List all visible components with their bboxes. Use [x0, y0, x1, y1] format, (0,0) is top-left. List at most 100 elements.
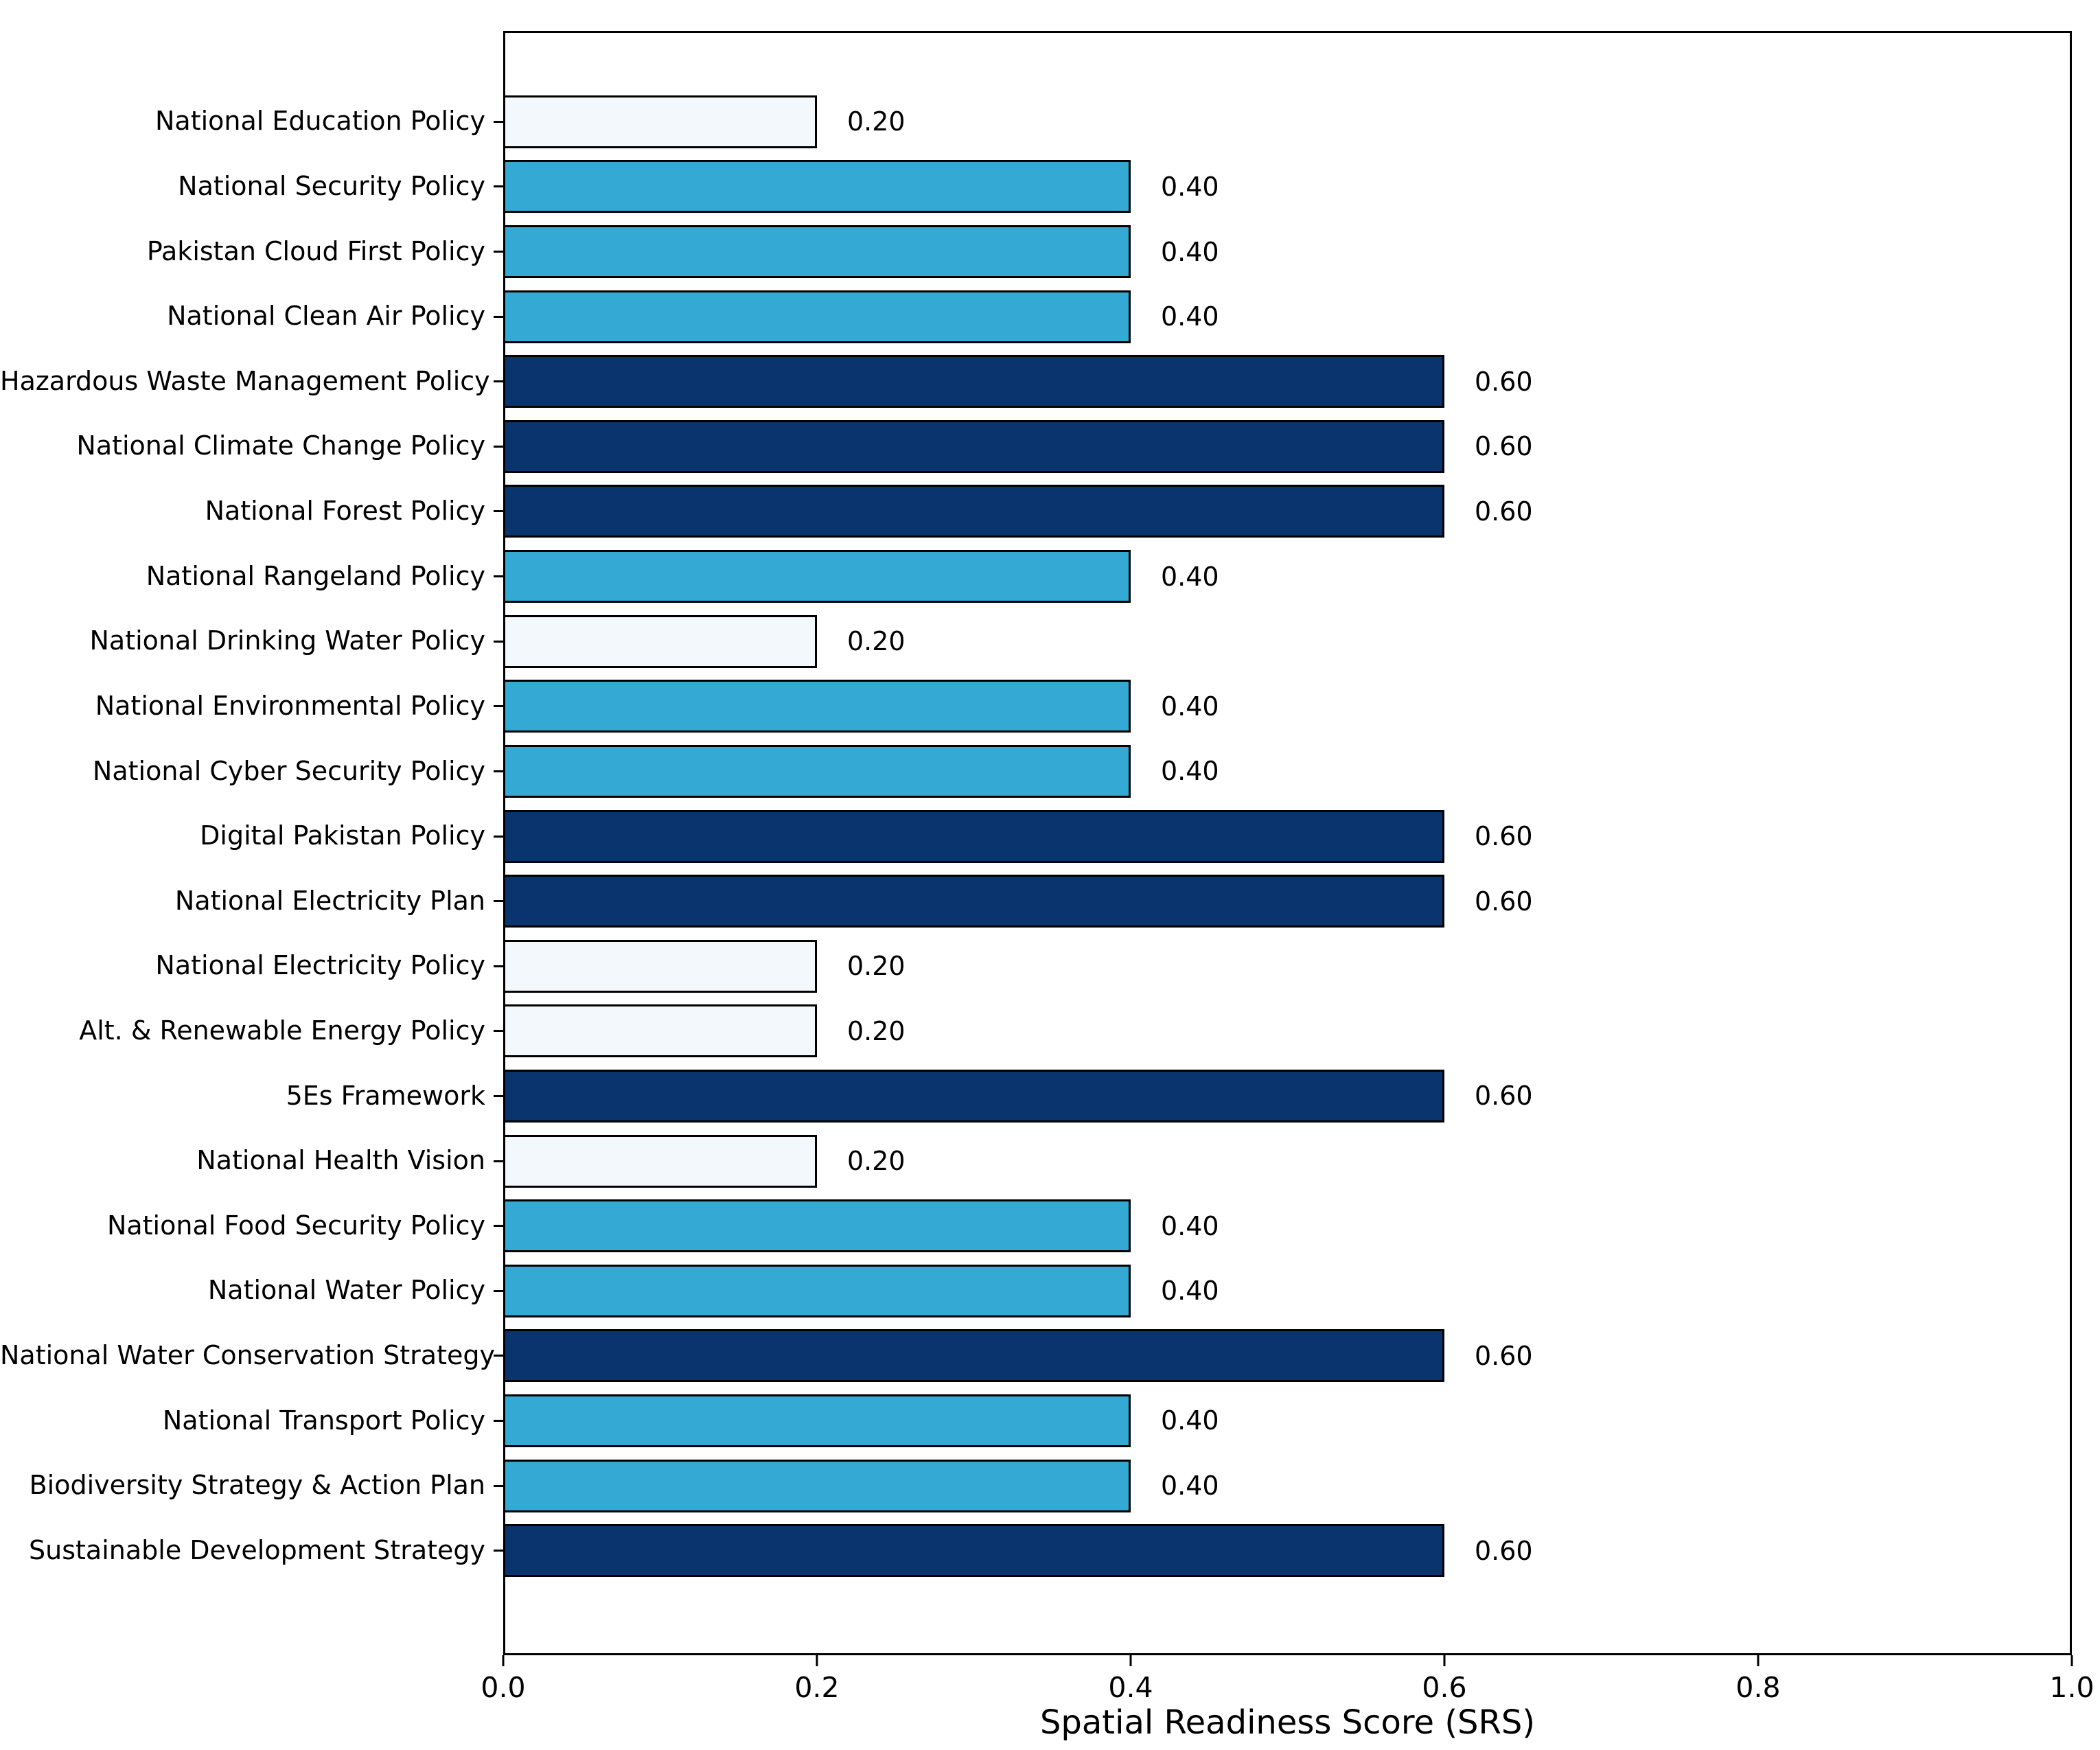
- bar-zone: 0.20: [503, 89, 2100, 154]
- bar-value-label: 0.40: [1161, 236, 1219, 267]
- y-axis-tick-mark: [494, 251, 503, 253]
- x-axis-tick-label: 0.8: [1735, 1671, 1781, 1704]
- bar-row: Sustainable Development Strategy 0.60: [0, 1518, 2100, 1583]
- x-axis-tick-label: 0.6: [1422, 1671, 1467, 1704]
- bar-value-label: 0.40: [1161, 756, 1219, 787]
- bar: [503, 290, 1131, 343]
- bar-zone: 0.60: [503, 1063, 2100, 1129]
- bar-row: National Health Vision 0.20: [0, 1129, 2100, 1194]
- bar-row: National Water Conservation Strategy 0.60: [0, 1324, 2100, 1389]
- bar-zone: 0.60: [503, 1518, 2100, 1583]
- bar: [503, 1199, 1131, 1253]
- y-axis-tick-mark: [494, 835, 503, 838]
- bar-value-label: 0.60: [1475, 431, 1533, 462]
- bar: [503, 680, 1131, 733]
- bar-value-label: 0.40: [1161, 1210, 1219, 1241]
- bar-value-label: 0.40: [1161, 1471, 1219, 1501]
- y-axis-tick-mark: [494, 1094, 503, 1097]
- x-axis-tick-mark: [1757, 1655, 1759, 1666]
- y-axis-tick-mark: [494, 120, 503, 123]
- y-axis-tick-mark: [494, 1355, 503, 1357]
- bar: [503, 355, 1444, 408]
- x-axis-tick-mark: [502, 1655, 505, 1666]
- y-axis-category-label: Alt. & Renewable Energy Policy: [79, 1015, 485, 1046]
- bars-container: National Education Policy 0.20 National Se…: [0, 31, 2100, 1655]
- bar-value-label: 0.40: [1161, 561, 1219, 592]
- bar-zone: 0.20: [503, 1129, 2100, 1194]
- bar-zone: 0.60: [503, 349, 2100, 414]
- x-axis-tick-label: 0.0: [481, 1671, 526, 1704]
- y-axis-category-label: National Clean Air Policy: [167, 301, 485, 332]
- bar-value-label: 0.20: [847, 1015, 905, 1046]
- y-axis-category-label: National Electricity Policy: [155, 950, 485, 981]
- bar-row: National Drinking Water Policy 0.20: [0, 609, 2100, 674]
- bar-value-label: 0.40: [1161, 1276, 1219, 1306]
- bar-value-label: 0.20: [847, 1146, 905, 1177]
- y-axis-tick-mark: [494, 380, 503, 383]
- bar: [503, 550, 1131, 603]
- y-axis-category-label: National Water Policy: [207, 1275, 485, 1306]
- y-axis-category-label: National Health Vision: [196, 1145, 485, 1176]
- bar: [503, 225, 1131, 279]
- bar-zone: 0.40: [503, 1193, 2100, 1258]
- y-axis-category-label: National Food Security Policy: [106, 1210, 485, 1241]
- bar-row: National Water Policy 0.40: [0, 1258, 2100, 1324]
- bar-value-label: 0.60: [1475, 1535, 1533, 1566]
- y-axis-category-label: National Electricity Plan: [174, 885, 485, 916]
- bar-value-label: 0.60: [1475, 1081, 1533, 1112]
- bar: [503, 1264, 1131, 1317]
- bar-zone: 0.40: [503, 1453, 2100, 1519]
- y-axis-category-label: National Water Conservation Strategy: [0, 1339, 495, 1370]
- y-axis-category-label: National Transport Policy: [162, 1405, 485, 1436]
- y-axis-category-label: National Environmental Policy: [95, 690, 485, 721]
- bar: [503, 1394, 1131, 1447]
- y-axis-category-label: Digital Pakistan Policy: [200, 820, 485, 851]
- y-axis-category-label: National Security Policy: [178, 171, 485, 202]
- bar-row: National Education Policy 0.20: [0, 89, 2100, 154]
- y-axis-category-label: Biodiversity Strategy & Action Plan: [29, 1470, 485, 1501]
- x-axis-tick-label: 1.0: [2049, 1671, 2095, 1704]
- bar-zone: 0.20: [503, 609, 2100, 674]
- bar: [503, 95, 817, 148]
- bar: [503, 1329, 1444, 1383]
- bar-zone: 0.40: [503, 154, 2100, 220]
- bar-row: Pakistan Cloud First Policy 0.40: [0, 219, 2100, 284]
- y-axis-tick-mark: [494, 510, 503, 513]
- bar-zone: 0.40: [503, 1388, 2100, 1453]
- bar-value-label: 0.20: [847, 106, 905, 137]
- bar-row: 5Es Framework 0.60: [0, 1063, 2100, 1129]
- bar-zone: 0.60: [503, 868, 2100, 934]
- bar: [503, 809, 1444, 863]
- y-axis-tick-mark: [494, 900, 503, 903]
- y-axis-category-label: Hazardous Waste Management Policy: [0, 365, 490, 396]
- y-axis-tick-mark: [494, 185, 503, 188]
- bar-value-label: 0.60: [1475, 821, 1533, 851]
- y-axis-tick-mark: [494, 315, 503, 318]
- bar-value-label: 0.60: [1475, 366, 1533, 397]
- y-axis-tick-mark: [494, 1289, 503, 1292]
- bar-value-label: 0.40: [1161, 301, 1219, 332]
- x-axis-tick-mark: [1129, 1655, 1132, 1666]
- bar-row: Hazardous Waste Management Policy 0.60: [0, 349, 2100, 414]
- bar-row: National Forest Policy 0.60: [0, 479, 2100, 544]
- bar-row: National Security Policy 0.40: [0, 154, 2100, 220]
- bar-zone: 0.40: [503, 1258, 2100, 1324]
- bar-row: National Electricity Policy 0.20: [0, 934, 2100, 999]
- x-axis-title: Spatial Readiness Score (SRS): [1039, 1703, 1536, 1742]
- bar-zone: 0.40: [503, 739, 2100, 804]
- x-axis-tick-mark: [816, 1655, 818, 1666]
- x-axis-tick-mark: [2070, 1655, 2073, 1666]
- y-axis-tick-mark: [494, 705, 503, 708]
- bar: [503, 875, 1444, 928]
- y-axis-tick-mark: [494, 1419, 503, 1422]
- bar-value-label: 0.60: [1475, 1340, 1533, 1371]
- y-axis-tick-mark: [494, 1550, 503, 1552]
- bar-value-label: 0.40: [1161, 691, 1219, 722]
- bar-zone: 0.40: [503, 544, 2100, 609]
- bar: [503, 485, 1444, 538]
- bar: [503, 614, 817, 668]
- bar-zone: 0.60: [503, 804, 2100, 869]
- bar: [503, 939, 817, 993]
- bar: [503, 1524, 1444, 1578]
